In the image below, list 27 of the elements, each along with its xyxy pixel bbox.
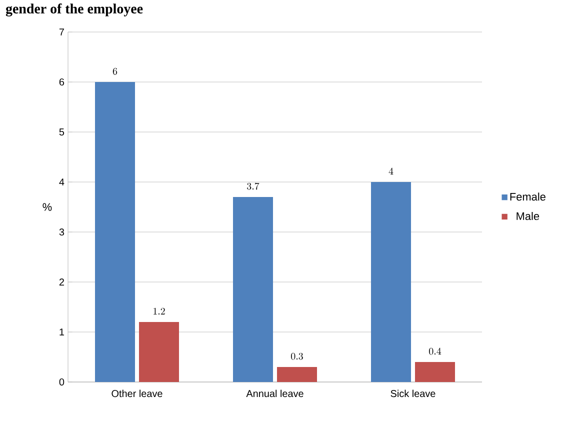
x-tick-label: Annual leave bbox=[246, 390, 304, 398]
bar bbox=[95, 82, 135, 382]
data-label: 6 bbox=[112, 68, 118, 75]
y-tick-label: 1 bbox=[60, 328, 64, 336]
y-tick-label: 4 bbox=[59, 178, 64, 186]
legend-label: Female bbox=[510, 192, 546, 201]
y-tick-label: 0 bbox=[59, 378, 64, 386]
data-label: 0.4 bbox=[429, 348, 442, 355]
data-label: 3.7 bbox=[247, 182, 260, 190]
y-tick-label: 6 bbox=[59, 78, 64, 86]
bar bbox=[371, 182, 412, 382]
bar bbox=[277, 367, 318, 382]
legend-label: Male bbox=[516, 212, 540, 220]
bar bbox=[233, 197, 273, 382]
y-tick-label: 5 bbox=[59, 128, 64, 136]
data-label: 4 bbox=[388, 168, 394, 174]
y-axis-title: % bbox=[42, 203, 52, 211]
data-label: 0.3 bbox=[291, 352, 303, 360]
bar bbox=[415, 362, 456, 382]
x-tick-label: Sick leave bbox=[390, 390, 436, 398]
chart-title: gender of the employee bbox=[6, 4, 143, 16]
y-tick-label: 3 bbox=[59, 228, 64, 236]
y-tick-label: 7 bbox=[59, 28, 64, 36]
data-label: 1 .2 bbox=[154, 308, 165, 314]
y-tick-label: 2 bbox=[59, 278, 64, 286]
x-tick-label: Other leave bbox=[112, 390, 162, 398]
bar bbox=[139, 322, 179, 382]
